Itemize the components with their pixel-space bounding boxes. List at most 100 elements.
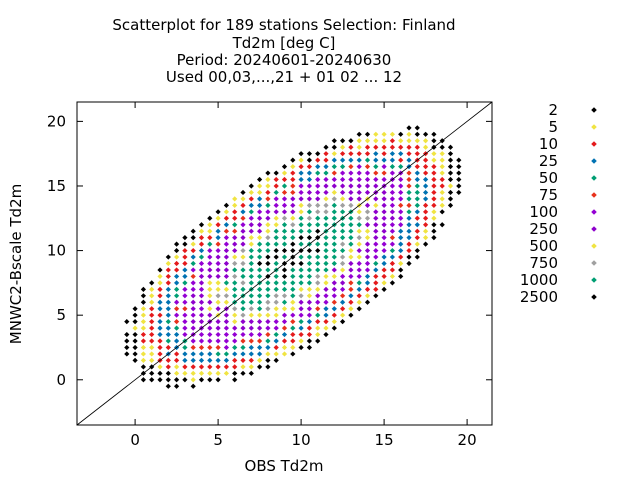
data-point — [223, 286, 229, 292]
data-point — [298, 196, 304, 202]
data-point — [215, 273, 221, 280]
data-point — [323, 312, 329, 318]
data-point — [232, 286, 238, 292]
data-point — [348, 260, 354, 267]
x-axis-label: OBS Td2m — [245, 457, 324, 475]
data-point — [381, 235, 387, 241]
data-point — [265, 286, 271, 292]
legend-marker — [591, 158, 597, 164]
data-point — [190, 247, 196, 254]
data-point — [232, 260, 238, 267]
data-point — [340, 176, 346, 183]
data-point — [315, 319, 321, 325]
data-point — [174, 241, 180, 247]
data-point — [190, 351, 196, 357]
data-point — [182, 241, 188, 247]
data-point — [182, 325, 188, 331]
data-point — [315, 151, 321, 157]
data-point — [406, 241, 412, 247]
data-point — [198, 299, 205, 305]
data-point — [132, 319, 138, 325]
data-point — [331, 299, 337, 305]
data-point — [315, 228, 321, 234]
data-point — [414, 235, 420, 241]
data-point — [257, 351, 263, 357]
data-point — [281, 344, 288, 351]
data-point — [389, 222, 395, 228]
data-point — [290, 273, 296, 280]
data-point — [398, 267, 404, 273]
data-point — [165, 357, 171, 363]
data-point — [207, 338, 213, 344]
data-point — [373, 235, 379, 241]
data-point — [232, 241, 238, 247]
data-point — [356, 176, 362, 183]
data-point — [165, 370, 171, 376]
data-point — [132, 351, 138, 357]
data-point — [306, 260, 312, 267]
data-point — [298, 151, 304, 157]
data-point — [273, 325, 279, 331]
data-point — [265, 331, 271, 338]
data-point — [207, 235, 213, 241]
data-point — [340, 299, 346, 305]
data-point — [149, 299, 155, 305]
data-point — [290, 196, 296, 202]
data-point — [240, 260, 246, 267]
data-point — [340, 209, 346, 215]
data-point — [414, 138, 420, 144]
data-point — [165, 260, 171, 267]
data-point — [157, 370, 163, 376]
data-point — [356, 131, 362, 137]
data-point — [456, 170, 462, 176]
data-point — [439, 202, 445, 208]
data-point — [381, 286, 387, 292]
data-point — [257, 325, 263, 331]
data-point — [149, 325, 155, 331]
data-point — [198, 260, 205, 267]
data-point — [290, 241, 296, 247]
data-point — [340, 306, 346, 312]
data-point — [190, 267, 196, 273]
data-point — [323, 170, 329, 176]
data-point — [240, 351, 246, 357]
data-point — [223, 209, 229, 215]
data-point — [215, 377, 221, 383]
data-point — [215, 235, 221, 241]
data-point — [456, 157, 462, 163]
data-point — [190, 241, 196, 247]
data-point — [315, 331, 321, 338]
data-point — [248, 364, 254, 370]
data-point — [290, 299, 296, 305]
data-point — [223, 338, 229, 344]
data-point — [348, 267, 354, 273]
data-point — [340, 267, 346, 273]
data-point — [381, 131, 387, 137]
title-line-4: Used 00,03,...,21 + 01 02 ... 12 — [166, 68, 402, 86]
data-point — [356, 306, 362, 312]
data-point — [298, 312, 304, 318]
data-point — [257, 273, 263, 280]
data-point — [431, 189, 437, 196]
data-point — [223, 319, 229, 325]
data-point — [273, 293, 279, 299]
data-point — [165, 254, 171, 260]
data-point — [182, 364, 188, 370]
data-point — [414, 131, 420, 137]
data-point — [257, 254, 263, 260]
data-point — [340, 138, 346, 144]
legend-marker — [591, 243, 597, 249]
data-point — [157, 344, 163, 351]
data-point — [198, 351, 205, 357]
data-point — [373, 144, 379, 150]
data-point — [414, 170, 420, 176]
data-point — [257, 344, 263, 351]
data-point — [306, 151, 312, 157]
data-point — [439, 183, 445, 189]
data-point — [257, 222, 263, 228]
data-point — [381, 209, 387, 215]
data-point — [182, 357, 188, 363]
data-point — [340, 144, 346, 150]
data-point — [240, 319, 246, 325]
